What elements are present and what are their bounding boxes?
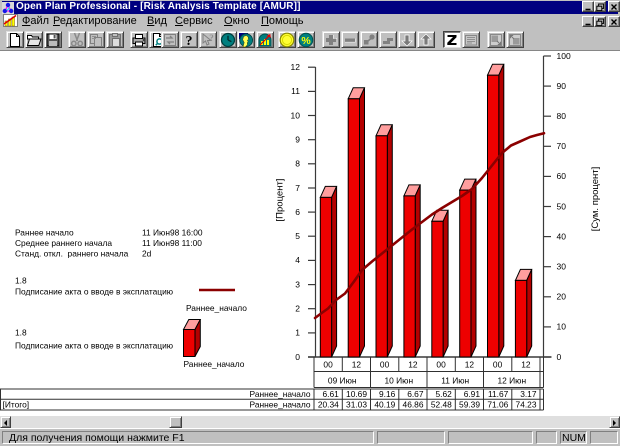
svg-text:[Сум. процент]: [Сум. процент] (590, 167, 601, 232)
svg-text:11: 11 (291, 86, 300, 96)
svg-text:6.67: 6.67 (407, 389, 424, 399)
svg-text:71.06: 71.06 (487, 400, 508, 410)
svg-text:Раннее_начало: Раннее_начало (184, 359, 245, 369)
svg-text:1.8: 1.8 (15, 328, 27, 338)
svg-text:5: 5 (295, 231, 300, 241)
svg-text:12: 12 (291, 62, 301, 72)
svg-text:3: 3 (295, 279, 300, 289)
svg-text:46.86: 46.86 (403, 400, 424, 410)
svg-text:[Процент]: [Процент] (275, 179, 286, 222)
svg-text:0: 0 (557, 352, 562, 362)
svg-text:12 Июн: 12 Июн (498, 376, 527, 386)
svg-text:6: 6 (295, 207, 300, 217)
svg-text:6.91: 6.91 (464, 389, 481, 399)
svg-text:Станд. откл. раннего начала: Станд. откл. раннего начала (15, 249, 129, 259)
svg-text:%: % (301, 35, 311, 47)
svg-text:0: 0 (295, 352, 300, 362)
svg-text:20.34: 20.34 (318, 400, 339, 410)
svg-text:52.48: 52.48 (431, 400, 452, 410)
svg-text:20: 20 (557, 292, 567, 302)
svg-text:1.8: 1.8 (15, 276, 27, 286)
svg-text:Подписание акта о вводе в эксп: Подписание акта о вводе в эксплатацию (15, 341, 173, 351)
svg-text:5.62: 5.62 (435, 389, 452, 399)
svg-text:3.17: 3.17 (520, 389, 537, 399)
svg-text:12: 12 (408, 360, 418, 370)
svg-text:90: 90 (557, 81, 567, 91)
svg-text:9: 9 (295, 135, 300, 145)
svg-text:11 Июн: 11 Июн (441, 376, 469, 386)
svg-text:2d: 2d (142, 249, 152, 259)
svg-text:50: 50 (557, 201, 567, 211)
svg-text:10.69: 10.69 (346, 389, 367, 399)
svg-text:00: 00 (323, 360, 333, 370)
svg-text:59.39: 59.39 (459, 400, 480, 410)
svg-text:100: 100 (557, 51, 571, 61)
svg-text:4: 4 (295, 255, 300, 265)
svg-text:10 Июн: 10 Июн (385, 376, 414, 386)
svg-text:74.23: 74.23 (516, 400, 537, 410)
svg-text:09 Июн: 09 Июн (328, 376, 357, 386)
svg-text:00: 00 (436, 360, 446, 370)
svg-text:11 Июн98 11:00: 11 Июн98 11:00 (142, 238, 202, 248)
svg-text:12: 12 (465, 360, 475, 370)
svg-text:8: 8 (295, 159, 300, 169)
svg-text:Раннее_начало: Раннее_начало (250, 400, 311, 410)
svg-text:00: 00 (493, 360, 503, 370)
svg-text:Раннее_начало: Раннее_начало (250, 389, 311, 399)
svg-text:?: ? (186, 34, 193, 48)
svg-text:10: 10 (291, 110, 301, 120)
svg-text:Подписание акта о вводе в эксп: Подписание акта о вводе в эксплатацию (15, 287, 173, 297)
svg-text:11.67: 11.67 (488, 389, 509, 399)
svg-text:30: 30 (557, 262, 567, 272)
svg-text:00: 00 (380, 360, 390, 370)
svg-text:Среднее раннего начала: Среднее раннего начала (15, 238, 112, 248)
svg-text:31.03: 31.03 (346, 400, 367, 410)
svg-text:7: 7 (295, 183, 300, 193)
svg-text:12: 12 (521, 360, 531, 370)
svg-text:70: 70 (557, 141, 567, 151)
svg-text:Раннее_начало: Раннее_начало (186, 303, 247, 313)
svg-text:60: 60 (557, 171, 567, 181)
svg-text:2: 2 (295, 304, 300, 314)
svg-text:40.19: 40.19 (374, 400, 395, 410)
svg-text:10: 10 (557, 322, 567, 332)
svg-text:12: 12 (352, 360, 362, 370)
svg-text:6.61: 6.61 (322, 389, 339, 399)
svg-text:11 Июн98 16:00: 11 Июн98 16:00 (142, 228, 203, 238)
svg-text:40: 40 (557, 231, 567, 241)
svg-text:9.16: 9.16 (379, 389, 396, 399)
svg-text:80: 80 (557, 111, 567, 121)
svg-text:Раннее начало: Раннее начало (15, 228, 74, 238)
svg-text:[Итого]: [Итого] (3, 400, 30, 410)
svg-text:?: ? (209, 33, 214, 43)
svg-text:1: 1 (295, 328, 300, 338)
